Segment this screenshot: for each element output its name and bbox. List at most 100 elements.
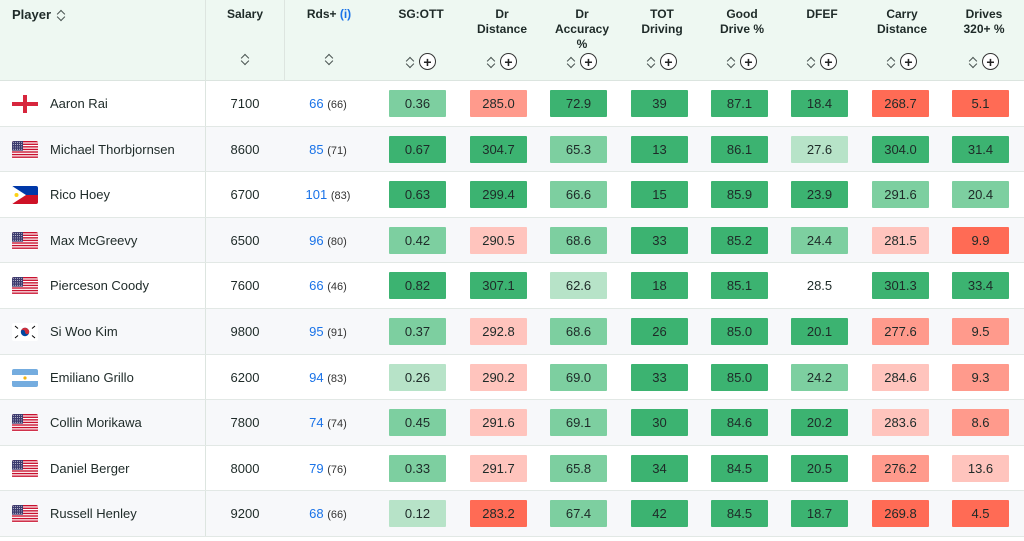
add-column-icon[interactable]: + bbox=[500, 53, 517, 70]
column-controls-dfef: + bbox=[782, 53, 862, 70]
sort-icon[interactable] bbox=[807, 56, 815, 68]
column-header-good[interactable]: Good Drive % + bbox=[702, 0, 782, 81]
sort-icon[interactable] bbox=[647, 56, 655, 68]
rds-value[interactable]: 79 bbox=[309, 460, 324, 476]
column-divider bbox=[205, 172, 206, 217]
column-divider bbox=[205, 309, 206, 354]
stat-cell-sgott: 0.37 bbox=[389, 318, 446, 345]
rds-value[interactable]: 68 bbox=[309, 506, 324, 522]
add-column-icon[interactable]: + bbox=[419, 53, 436, 70]
column-title-carry: Carry Distance bbox=[876, 7, 928, 36]
table-row[interactable]: Russell Henley 9200 68 (66) 0.12 283.2 67.4 42… bbox=[0, 491, 1024, 537]
table-row[interactable]: Max McGreevy 6500 96 (80) 0.42 290.5 68.6 33 85… bbox=[0, 217, 1024, 264]
stat-cell-sgott: 0.67 bbox=[389, 135, 446, 163]
table-row[interactable]: Pierceson Coody 7600 66 (46) 0.82 307.1 62.6 1… bbox=[0, 263, 1024, 309]
add-column-icon[interactable]: + bbox=[740, 53, 757, 70]
column-controls-d320: + bbox=[944, 53, 1024, 70]
rds-sub-value: (83) bbox=[330, 190, 351, 203]
stat-cell-drdist: 290.5 bbox=[470, 226, 527, 254]
column-header-dracc[interactable]: Dr Accuracy% + bbox=[542, 0, 622, 81]
table-row[interactable]: Michael Thorbjornsen 8600 85 (71) 0.67 304.7… bbox=[0, 126, 1024, 173]
stat-cell-good: 86.1 bbox=[711, 135, 768, 163]
sort-icon[interactable] bbox=[487, 56, 495, 68]
player-sort-icon[interactable] bbox=[57, 9, 65, 21]
salary-sort-icon[interactable] bbox=[241, 53, 249, 65]
player-name[interactable]: Max McGreevy bbox=[50, 232, 138, 248]
flag-icon-usa bbox=[12, 231, 38, 250]
column-controls-carry: + bbox=[862, 53, 942, 70]
player-name[interactable]: Daniel Berger bbox=[50, 460, 130, 476]
rds-sort-icon[interactable] bbox=[325, 53, 333, 65]
rds-value[interactable]: 94 bbox=[309, 369, 324, 385]
column-controls-dracc: + bbox=[542, 53, 622, 70]
flag-icon-usa bbox=[12, 140, 38, 159]
rds-value[interactable]: 66 bbox=[309, 278, 324, 294]
add-column-icon[interactable]: + bbox=[660, 53, 677, 70]
stat-cell-dracc: 68.6 bbox=[550, 226, 607, 254]
rds-value[interactable]: 101 bbox=[305, 187, 328, 203]
table-row[interactable]: Daniel Berger 8000 79 (76) 0.33 291.7 65.8 34 8… bbox=[0, 445, 1024, 492]
salary-cell: 6500 bbox=[230, 232, 260, 248]
stat-cell-dracc: 65.8 bbox=[550, 454, 607, 482]
flag-icon-argentina bbox=[12, 368, 38, 387]
table-row[interactable]: Si Woo Kim 9800 95 (91) 0.37 292.8 68.6 26 85.0… bbox=[0, 309, 1024, 355]
rds-value[interactable]: 95 bbox=[309, 324, 324, 339]
stat-cell-tot: 34 bbox=[631, 454, 688, 482]
add-column-icon[interactable]: + bbox=[900, 53, 917, 70]
add-column-icon[interactable]: + bbox=[982, 53, 999, 70]
column-header-sgott[interactable]: SG:OTT + bbox=[381, 0, 461, 81]
column-header-d320[interactable]: Drives 320+ % + bbox=[944, 0, 1024, 81]
stat-cell-dfef: 24.4 bbox=[791, 226, 848, 254]
stat-cell-carry: 301.3 bbox=[872, 272, 929, 300]
salary-header-label: Salary bbox=[226, 7, 264, 21]
stat-cell-drdist: 307.1 bbox=[470, 272, 527, 300]
player-name[interactable]: Russell Henley bbox=[50, 506, 137, 522]
sort-icon[interactable] bbox=[406, 56, 414, 68]
sort-icon[interactable] bbox=[969, 56, 977, 68]
table-row[interactable]: Rico Hoey 6700 101 (83) 0.63 299.4 66.6 15 85.9… bbox=[0, 172, 1024, 218]
rds-sort-control bbox=[285, 53, 373, 65]
column-header-dfef[interactable]: DFEF + bbox=[782, 0, 862, 81]
stat-cell-d320: 20.4 bbox=[952, 181, 1009, 209]
player-name[interactable]: Rico Hoey bbox=[50, 187, 110, 203]
column-header-tot[interactable]: TOT Driving + bbox=[622, 0, 702, 81]
sort-icon[interactable] bbox=[727, 56, 735, 68]
player-name[interactable]: Collin Morikawa bbox=[50, 415, 142, 431]
add-column-icon[interactable]: + bbox=[820, 53, 837, 70]
column-divider bbox=[205, 126, 206, 172]
stat-cell-sgott: 0.63 bbox=[389, 181, 446, 209]
rds-value[interactable]: 74 bbox=[309, 415, 324, 431]
player-name[interactable]: Michael Thorbjornsen bbox=[50, 141, 175, 157]
stat-cell-d320: 8.6 bbox=[952, 409, 1009, 437]
rds-cell: 66 (46) bbox=[284, 263, 372, 308]
rds-column-header[interactable]: Rds+ (i) bbox=[285, 0, 373, 81]
salary-column-header[interactable]: Salary bbox=[205, 0, 285, 81]
table-row[interactable]: Emiliano Grillo 6200 94 (83) 0.26 290.2 69.0 3… bbox=[0, 354, 1024, 401]
column-header-drdist[interactable]: Dr Distance + bbox=[462, 0, 542, 81]
info-icon[interactable]: (i) bbox=[339, 7, 352, 21]
column-header-carry[interactable]: Carry Distance + bbox=[862, 0, 942, 81]
rds-value[interactable]: 85 bbox=[309, 141, 324, 157]
player-name[interactable]: Emiliano Grillo bbox=[50, 369, 134, 385]
stat-cell-drdist: 304.7 bbox=[470, 135, 527, 163]
rds-value[interactable]: 96 bbox=[309, 232, 324, 248]
table-row[interactable]: Collin Morikawa 7800 74 (74) 0.45 291.6 69.1 3… bbox=[0, 400, 1024, 446]
column-controls-tot: + bbox=[622, 53, 702, 70]
sort-icon[interactable] bbox=[567, 56, 575, 68]
player-name[interactable]: Aaron Rai bbox=[50, 96, 108, 111]
player-name[interactable]: Pierceson Coody bbox=[50, 278, 149, 294]
flag-icon-usa bbox=[12, 459, 38, 478]
player-column-header[interactable]: Player bbox=[12, 7, 65, 22]
stat-cell-sgott: 0.26 bbox=[389, 363, 446, 391]
stat-cell-drdist: 291.7 bbox=[470, 454, 527, 482]
table-row[interactable]: Aaron Rai 7100 66 (66) 0.36 285.0 72.9 39 87.1 1… bbox=[0, 81, 1024, 127]
rds-value[interactable]: 66 bbox=[309, 96, 324, 111]
rds-sub-value: (91) bbox=[327, 327, 347, 339]
column-title-sgott: SG:OTT bbox=[398, 7, 444, 21]
add-column-icon[interactable]: + bbox=[580, 53, 597, 70]
column-controls-good: + bbox=[702, 53, 782, 70]
rds-sub-value: (66) bbox=[327, 509, 347, 522]
sort-icon[interactable] bbox=[887, 56, 895, 68]
column-title-d320: Drives 320+ % bbox=[963, 7, 1005, 36]
player-name[interactable]: Si Woo Kim bbox=[50, 324, 118, 339]
